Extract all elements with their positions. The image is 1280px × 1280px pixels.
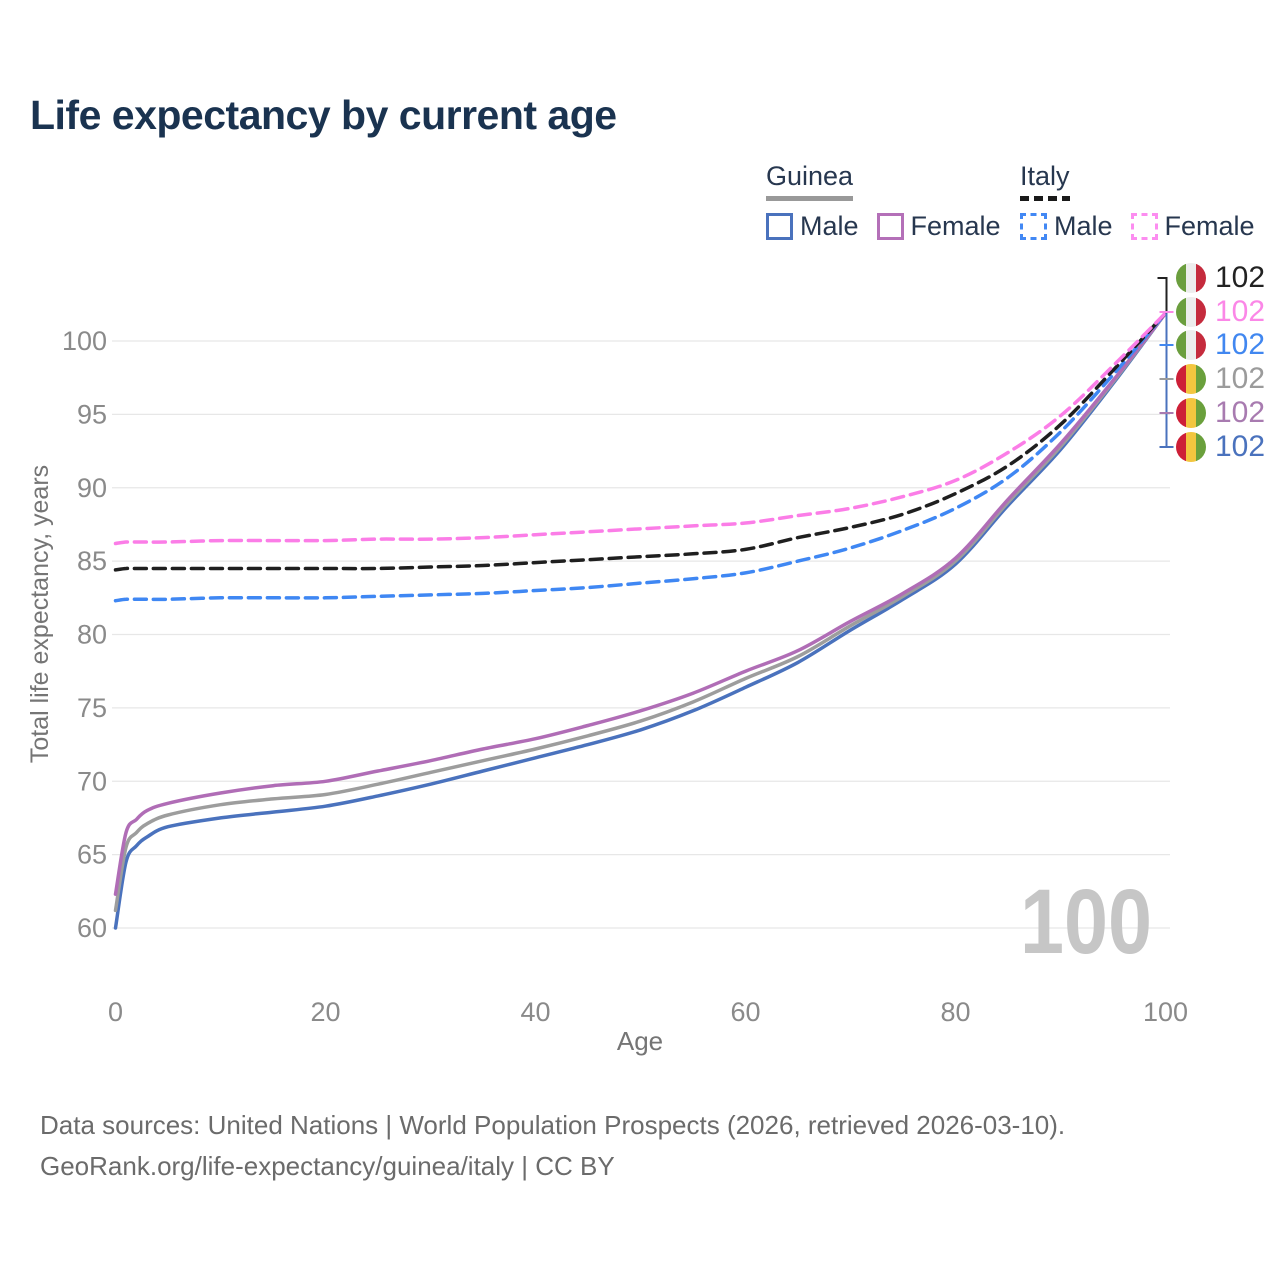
legend-item-label: Female — [910, 211, 1001, 241]
x-tick-label: 40 — [520, 997, 550, 1027]
italy-female-swatch-icon — [1130, 213, 1158, 240]
legend-group-guinea: Guinea Male Female — [766, 161, 1001, 242]
x-tick-label: 100 — [1143, 997, 1188, 1027]
y-tick-label: 75 — [77, 693, 107, 723]
legend-item-label: Male — [800, 211, 859, 241]
age-watermark: 100 — [1020, 871, 1152, 973]
guinea-line-key — [766, 196, 854, 201]
legend-item-guinea-female[interactable]: Female — [876, 211, 1001, 242]
series-line-italy-female[interactable] — [113, 311, 1168, 546]
italy-line-key — [1020, 196, 1070, 201]
footer-line-1: Data sources: United Nations | World Pop… — [40, 1110, 1066, 1140]
footer-line-2: GeoRank.org/life-expectancy/guinea/italy… — [40, 1151, 615, 1181]
legend-item-guinea-male[interactable]: Male — [766, 211, 859, 242]
x-tick-label: 0 — [108, 997, 123, 1027]
legend-heading-italy[interactable]: Italy — [1020, 161, 1070, 201]
flag-icon-guinea — [1176, 432, 1206, 462]
series-line-guinea-female[interactable] — [113, 311, 1168, 896]
x-tick-label: 20 — [310, 997, 340, 1027]
legend-item-italy-male[interactable]: Male — [1020, 211, 1113, 242]
page-title: Life expectancy by current age — [30, 92, 617, 138]
legend-heading-guinea[interactable]: Guinea — [766, 161, 854, 201]
end-label-row-italy: 102 — [1176, 328, 1266, 361]
y-axis-title: Total life expectancy, years — [26, 465, 54, 763]
legend-group-italy: Italy Male Female — [1020, 161, 1255, 242]
y-tick-label: 60 — [77, 913, 107, 943]
y-tick-label: 100 — [62, 326, 107, 356]
x-axis-title: Age — [617, 1026, 663, 1056]
end-value-label: 102 — [1215, 328, 1266, 361]
y-tick-label: 80 — [77, 620, 107, 650]
leader-line — [1157, 277, 1168, 314]
guinea-male-swatch-icon — [766, 213, 793, 240]
flag-icon-guinea — [1176, 364, 1206, 394]
y-tick-label: 95 — [77, 399, 107, 429]
end-label-row-guinea: 102 — [1176, 362, 1266, 395]
y-tick-label: 65 — [77, 840, 107, 870]
guinea-female-swatch-icon — [876, 213, 904, 240]
x-tick-label: 60 — [730, 997, 760, 1027]
flag-icon-italy — [1176, 330, 1206, 360]
end-value-label: 102 — [1215, 362, 1266, 395]
end-label-row-italy: 102 — [1176, 261, 1266, 294]
x-tick-label: 80 — [940, 997, 970, 1027]
end-value-label: 102 — [1215, 396, 1266, 429]
end-value-label: 102 — [1215, 295, 1266, 328]
series-line-italy-both-sexes[interactable] — [113, 311, 1168, 572]
flag-icon-italy — [1176, 297, 1206, 327]
end-value-label: 102 — [1215, 430, 1266, 463]
y-tick-label: 70 — [77, 766, 107, 796]
y-tick-label: 90 — [77, 473, 107, 503]
legend-country-label: Italy — [1020, 161, 1070, 191]
y-tick-label: 85 — [77, 546, 107, 576]
data-source-footer: Data sources: United Nations | World Pop… — [40, 1105, 1065, 1187]
end-label-row-italy: 102 — [1176, 295, 1266, 328]
legend-item-italy-female[interactable]: Female — [1130, 211, 1255, 242]
series-line-italy-male[interactable] — [113, 311, 1168, 603]
end-value-label: 102 — [1215, 261, 1266, 294]
series-line-guinea-both-sexes[interactable] — [113, 311, 1168, 913]
line-chart: 60 65 70 75 80 85 90 95 100 0 20 40 60 80 100 Age Total … — [26, 277, 1188, 1056]
flag-icon-italy — [1176, 263, 1206, 293]
end-label-row-guinea: 102 — [1176, 430, 1266, 463]
end-label-row-guinea: 102 — [1176, 396, 1266, 429]
legend-item-label: Male — [1054, 211, 1113, 241]
italy-male-swatch-icon — [1020, 213, 1047, 240]
series-line-guinea-male[interactable] — [113, 311, 1168, 930]
legend-country-label: Guinea — [766, 161, 854, 191]
legend-item-label: Female — [1164, 211, 1255, 241]
flag-icon-guinea — [1176, 398, 1206, 428]
